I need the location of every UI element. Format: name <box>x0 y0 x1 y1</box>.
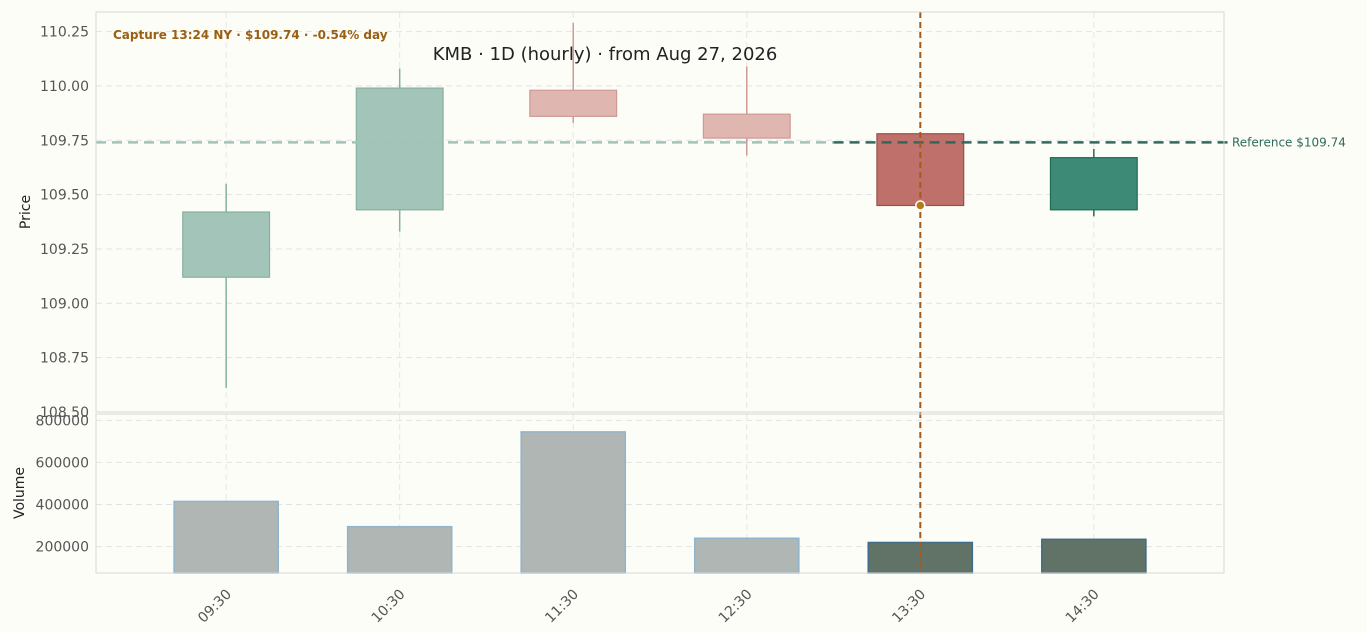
x-axis-ticks: 09:30 10:30 11:30 12:30 13:30 14:30 <box>195 587 1103 627</box>
price-tick-label: 110.00 <box>40 79 89 95</box>
price-tick-label: 109.25 <box>40 242 89 258</box>
x-tick-label: 11:30 <box>542 587 582 627</box>
x-tick-label: 09:30 <box>195 587 235 627</box>
candles <box>182 22 1138 389</box>
price-tick-label: 109.00 <box>40 296 89 312</box>
candle-body <box>1049 157 1138 211</box>
candle-body <box>702 113 791 139</box>
price-tick-label: 108.75 <box>40 351 89 367</box>
price-axis-ticks: 108.50 108.75 109.00 109.25 109.50 109.75 110.… <box>40 25 89 421</box>
volume-tick-label: 400000 <box>36 498 89 514</box>
volume-axis-label: Volume <box>12 467 28 519</box>
volume-bar <box>173 500 279 574</box>
price-tick-label: 109.75 <box>40 133 89 149</box>
x-tick-label: 12:30 <box>716 587 756 627</box>
crosshair <box>915 12 926 573</box>
price-panel-frame <box>95 11 1225 413</box>
candle-body <box>182 211 271 278</box>
x-tick-label: 14:30 <box>1063 587 1103 627</box>
volume-panel-frame <box>95 413 1225 574</box>
chart-title: KMB · 1D (hourly) · from Aug 27, 2026 <box>433 44 778 65</box>
volume-tick-label: 200000 <box>36 540 89 556</box>
price-tick-label: 110.25 <box>40 25 89 41</box>
volume-bar <box>346 525 453 574</box>
reference-label: Reference $109.74 <box>1232 135 1346 149</box>
volume-bars <box>173 431 1147 574</box>
crosshair-point <box>915 200 926 211</box>
price-tick-label: 109.50 <box>40 188 89 204</box>
candle-body <box>529 89 618 117</box>
x-tick-label: 13:30 <box>889 587 929 627</box>
capture-label: Capture 13:24 NY · $109.74 · -0.54% day <box>113 28 388 42</box>
volume-tick-label: 800000 <box>36 413 89 429</box>
x-tick-label: 10:30 <box>369 587 409 627</box>
price-tick-label: 108.50 <box>40 405 89 421</box>
volume-tick-label: 600000 <box>36 455 89 471</box>
candle-body <box>355 87 444 211</box>
price-axis-label: Price <box>18 195 34 229</box>
volume-bar <box>693 537 800 574</box>
volume-axis-ticks: 200000 400000 600000 800000 <box>36 413 89 555</box>
volume-bar <box>1041 538 1147 574</box>
volume-bar <box>520 431 627 574</box>
